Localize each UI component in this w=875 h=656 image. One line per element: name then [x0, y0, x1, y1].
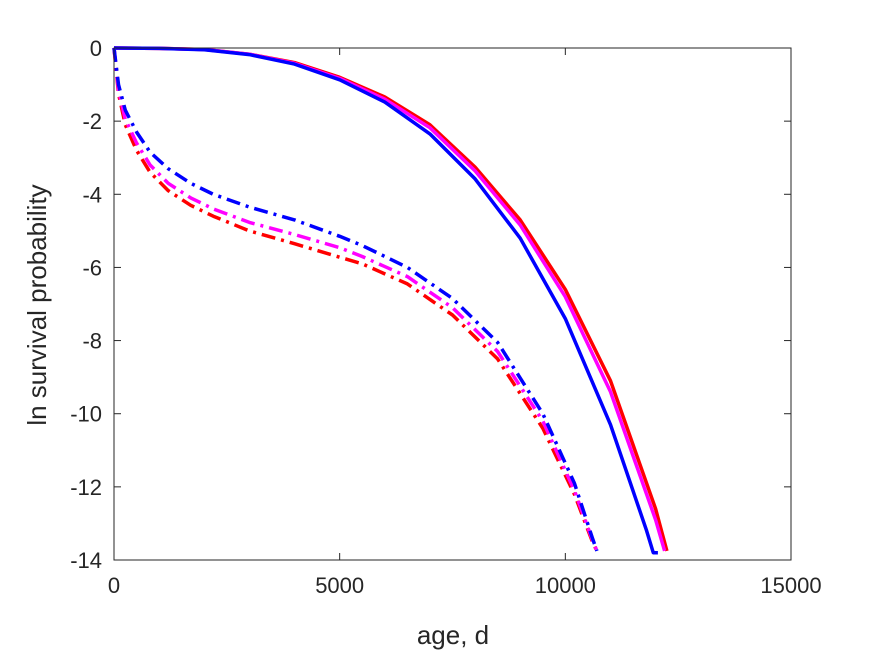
x-axis-label: age, d	[417, 620, 489, 650]
series-line-4	[112, 47, 599, 552]
x-tick-label: 10000	[535, 573, 596, 598]
x-tick-label: 0	[108, 573, 120, 598]
y-tick-label: -6	[82, 255, 102, 280]
axis-layer	[113, 47, 792, 561]
y-tick-label: -4	[82, 182, 102, 207]
series-line-3	[113, 46, 658, 555]
series-line-6	[112, 47, 599, 552]
axis-box	[113, 47, 792, 561]
y-tick-label: -8	[82, 329, 102, 354]
y-tick-label: 0	[90, 36, 102, 61]
series-layer	[112, 46, 669, 555]
series-line-5	[112, 47, 599, 552]
x-tick-label: 15000	[760, 573, 821, 598]
x-tick-label: 5000	[315, 573, 364, 598]
y-tick-label: -14	[70, 548, 102, 573]
y-tick-label: -2	[82, 109, 102, 134]
y-tick-label: -10	[70, 402, 102, 427]
tick-layer: 0 5000 10000 15000 0 -2 -4 -6 -8 -10 -12 -14	[70, 36, 821, 598]
plot-area	[114, 48, 791, 560]
y-axis-label: ln survival probability	[22, 184, 52, 425]
plot-background	[114, 48, 791, 560]
y-tick-label: -12	[70, 475, 102, 500]
